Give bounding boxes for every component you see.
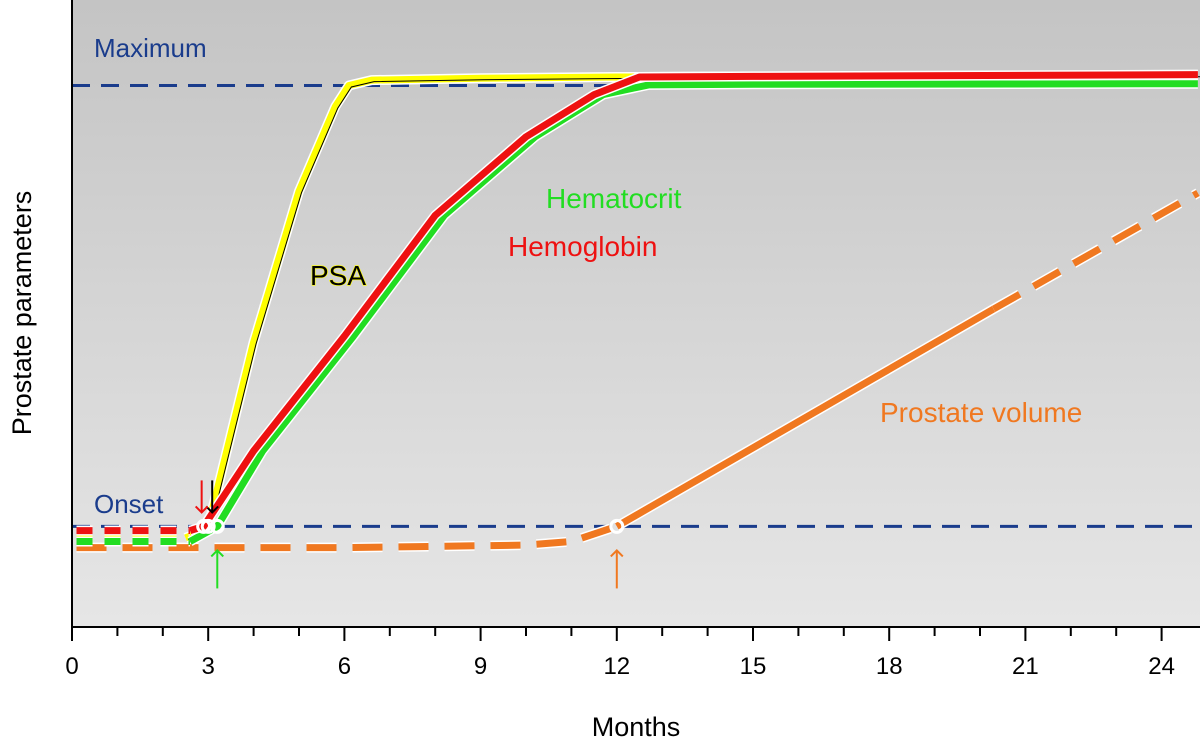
hematocrit-onset-marker <box>209 518 225 534</box>
prostate-volume-series <box>76 188 1200 553</box>
psa-onset-arrow <box>205 480 219 514</box>
x-axis-title: Months <box>592 712 681 742</box>
hemoglobin-segment-1 <box>188 71 1198 534</box>
prostate-volume-segment-0 <box>76 523 618 552</box>
maximum-label: Maximum <box>94 33 207 63</box>
hematocrit-label: Hematocrit <box>546 183 682 214</box>
prostate-volume-segment-2 <box>991 189 1200 313</box>
psa-label: PSA <box>310 260 366 291</box>
x-tick-label-24: 24 <box>1148 653 1175 680</box>
prostate-volume-onset-arrow <box>610 549 624 589</box>
hemoglobin-label: Hemoglobin <box>508 231 657 262</box>
axes: 0 3 6 9 12 15 18 21 24 <box>65 0 1200 680</box>
hemoglobin-series <box>76 69 1198 536</box>
x-tick-label-3: 3 <box>202 653 215 680</box>
hematocrit-onset-arrow <box>210 549 224 589</box>
x-tick-label-21: 21 <box>1012 653 1039 680</box>
x-tick-label-18: 18 <box>876 653 903 680</box>
series-lines <box>76 69 1200 553</box>
x-tick-label-0: 0 <box>65 653 78 680</box>
labels: Maximum Onset PSA Hematocrit Hemoglobin … <box>7 33 1082 742</box>
x-tick-label-6: 6 <box>338 653 351 680</box>
hematocrit-segment-1 <box>188 80 1198 545</box>
plot-background <box>72 0 1200 626</box>
prostate-volume-segment-1 <box>615 305 996 530</box>
hematocrit-series <box>76 78 1198 547</box>
x-ticks: 0 3 6 9 12 15 18 21 24 <box>65 627 1175 680</box>
y-axis-title: Prostate parameters <box>7 191 37 436</box>
onset-label: Onset <box>94 489 164 519</box>
psa-onset-marker <box>200 518 216 534</box>
hemoglobin-onset-arrow <box>194 480 209 514</box>
x-tick-label-12: 12 <box>603 653 630 680</box>
hemoglobin-onset-marker <box>196 518 212 534</box>
prostate-volume-label: Prostate volume <box>880 397 1082 428</box>
prostate-volume-onset-marker <box>609 518 625 534</box>
onset-markers <box>194 480 625 589</box>
x-tick-label-9: 9 <box>474 653 487 680</box>
x-tick-label-15: 15 <box>740 653 767 680</box>
